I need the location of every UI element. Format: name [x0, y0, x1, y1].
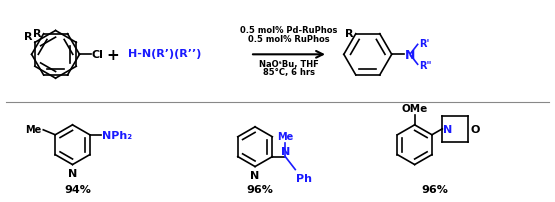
Text: R: R [33, 28, 42, 39]
Text: 94%: 94% [64, 184, 91, 195]
Text: N: N [68, 168, 77, 178]
Text: 85°C, 6 hrs: 85°C, 6 hrs [263, 68, 315, 77]
Text: Me: Me [25, 124, 41, 134]
Text: R: R [24, 32, 33, 42]
Text: N: N [281, 146, 290, 156]
Text: R': R' [418, 39, 429, 49]
Text: 96%: 96% [421, 184, 448, 195]
Text: 0.5 mol% Pd-RuPhos: 0.5 mol% Pd-RuPhos [240, 26, 337, 35]
Text: 0.5 mol% RuPhos: 0.5 mol% RuPhos [248, 35, 330, 44]
Text: R": R" [418, 61, 431, 71]
Text: NaOᵗBu, THF: NaOᵗBu, THF [259, 60, 319, 69]
Text: Ph: Ph [296, 173, 312, 183]
Text: +: + [106, 48, 119, 62]
Text: Cl: Cl [92, 50, 103, 60]
Text: N: N [405, 48, 415, 62]
Text: 96%: 96% [246, 184, 274, 195]
Text: N: N [250, 170, 260, 180]
Text: OMe: OMe [401, 103, 428, 113]
Text: R: R [345, 28, 354, 39]
Text: NPh₂: NPh₂ [102, 130, 132, 140]
Text: H-N(R’)(R’’): H-N(R’)(R’’) [128, 49, 202, 59]
Text: Me: Me [277, 131, 294, 141]
Text: N: N [443, 124, 452, 134]
Text: O: O [470, 124, 480, 134]
